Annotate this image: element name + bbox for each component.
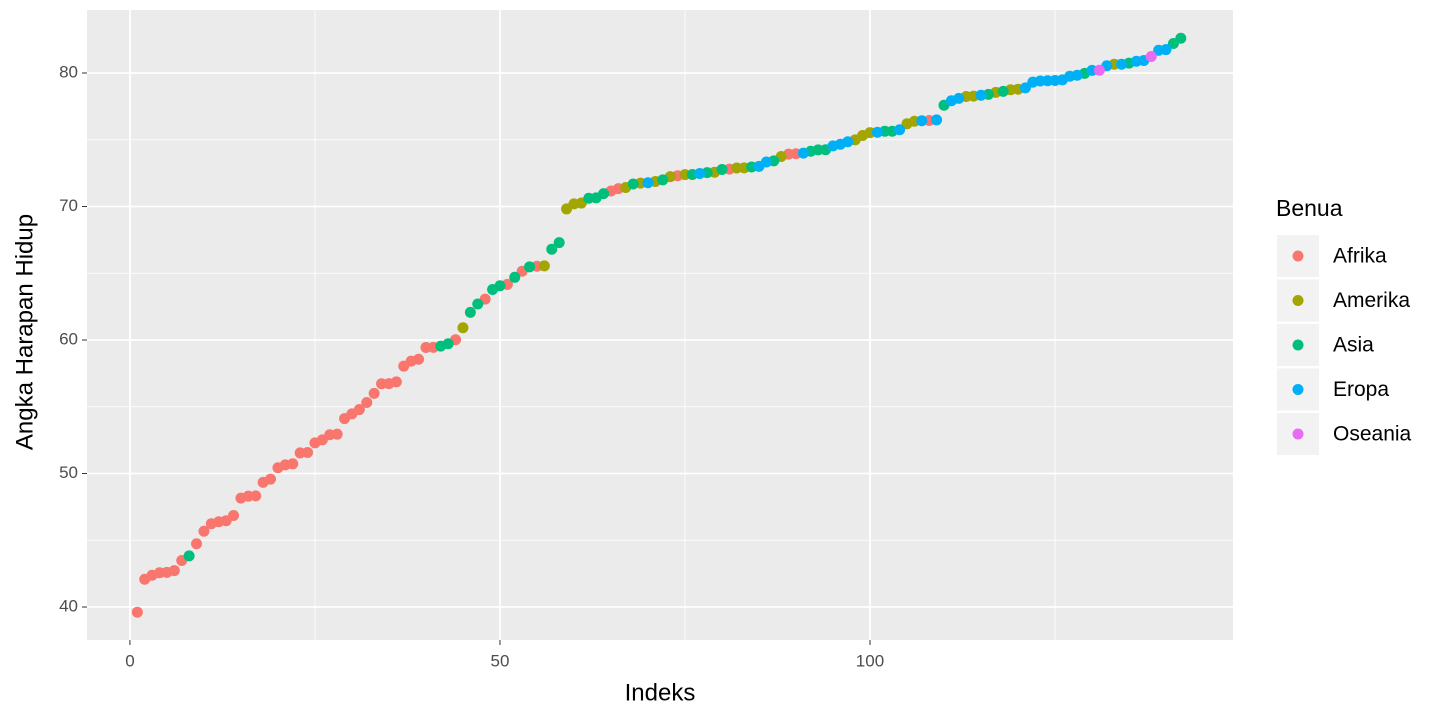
point [228, 509, 240, 521]
point [442, 338, 454, 350]
grid [87, 10, 1233, 640]
legend-label: Amerika [1333, 289, 1410, 312]
point [553, 237, 565, 249]
point [871, 126, 883, 138]
x-tick-label: 100 [856, 651, 884, 670]
point [509, 271, 521, 283]
point [997, 85, 1009, 97]
y-tick-label: 80 [59, 62, 78, 81]
point [894, 124, 906, 136]
point [760, 156, 772, 168]
point [413, 353, 425, 365]
x-tick-label: 0 [125, 651, 134, 670]
point [1071, 69, 1083, 81]
point [642, 177, 654, 189]
point [198, 525, 210, 537]
point [302, 446, 314, 458]
point [183, 550, 195, 562]
y-tick-label: 70 [59, 196, 78, 215]
point [287, 458, 299, 470]
point [694, 167, 706, 179]
point [931, 114, 943, 126]
legend-label: Afrika [1333, 245, 1387, 268]
legend-marker [1292, 384, 1304, 395]
y-axis-title: Angka Harapan Hidup [11, 214, 38, 450]
point [361, 396, 373, 408]
point [716, 163, 728, 175]
point [657, 174, 669, 186]
point [1093, 64, 1105, 76]
point [598, 188, 610, 200]
point [627, 178, 639, 190]
legend-marker [1292, 339, 1304, 351]
point [953, 92, 965, 104]
point [842, 136, 854, 148]
point [464, 306, 476, 318]
point [797, 147, 809, 159]
point [494, 280, 506, 292]
legend-label: Eropa [1333, 378, 1389, 401]
point [975, 89, 987, 101]
point [368, 387, 380, 399]
legend-label: Oseania [1333, 423, 1412, 446]
legend-marker [1292, 295, 1304, 306]
point [191, 538, 203, 550]
legend-marker [1292, 250, 1304, 262]
point [1019, 82, 1031, 94]
point [1160, 44, 1172, 56]
panel [87, 10, 1233, 640]
point [457, 322, 469, 334]
legend-marker [1292, 428, 1304, 440]
y-tick-label: 40 [59, 597, 78, 616]
point [131, 606, 143, 618]
points [131, 32, 1187, 618]
point [538, 260, 550, 272]
legend-title: Benua [1276, 195, 1343, 221]
y-tick-label: 50 [59, 463, 78, 482]
point [916, 115, 928, 127]
point [546, 243, 558, 255]
point [250, 490, 262, 502]
y-tick-label: 60 [59, 330, 78, 349]
point [472, 298, 484, 310]
point [1175, 32, 1187, 44]
legend: Afrika Amerika Asia Eropa Oseania [1277, 235, 1412, 455]
point [1116, 58, 1128, 70]
legend-label: Asia [1333, 334, 1374, 357]
x-tick-label: 50 [490, 651, 509, 670]
point [390, 376, 402, 388]
point [331, 428, 343, 440]
point [265, 473, 277, 485]
point [353, 404, 365, 416]
point [1145, 51, 1157, 63]
point [168, 565, 180, 577]
x-axis-title: Indeks [625, 679, 696, 706]
point [524, 261, 536, 273]
